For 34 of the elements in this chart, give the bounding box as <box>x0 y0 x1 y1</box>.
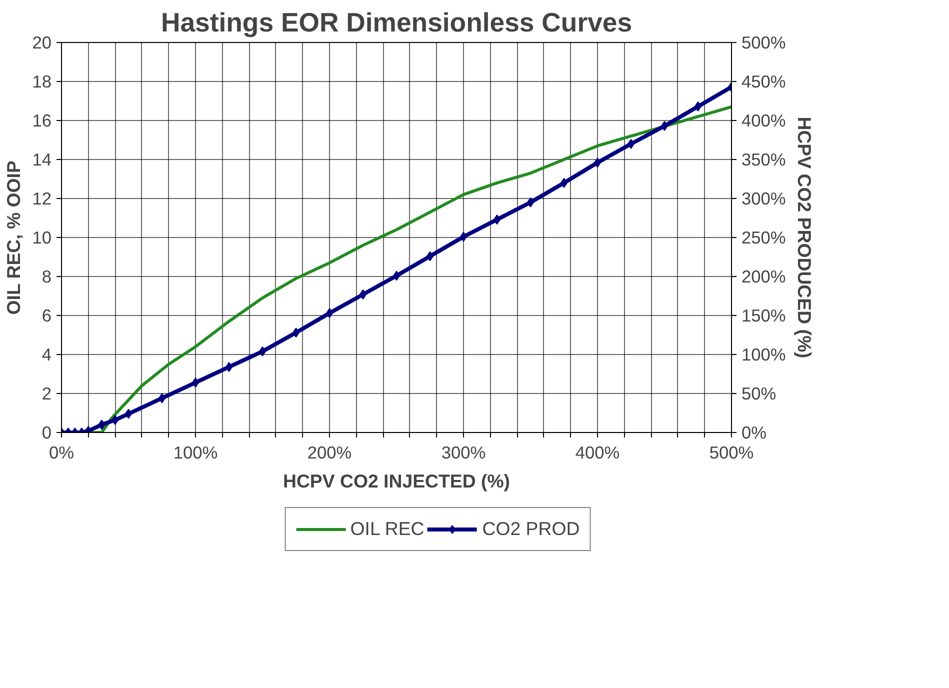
x-tick-label: 100% <box>173 442 218 462</box>
y2-tick-label: 400% <box>742 110 786 130</box>
y-tick-label: 0 <box>42 422 52 442</box>
y2-tick-label: 100% <box>742 344 786 364</box>
y2-tick-label: 500% <box>742 32 786 52</box>
x-axis-title: HCPV CO2 INJECTED (%) <box>282 470 510 492</box>
legend-label: OIL REC <box>350 518 424 540</box>
y2-tick-label: 150% <box>742 306 786 326</box>
y2-tick-label: 50% <box>742 384 776 404</box>
y-tick-label: 4 <box>42 344 52 364</box>
x-tick-label: 0% <box>48 442 74 462</box>
y-tick-label: 6 <box>42 306 52 326</box>
y-tick-label: 12 <box>32 188 52 208</box>
y-tick-label: 20 <box>32 32 52 52</box>
y2-tick-label: 0% <box>742 422 767 442</box>
legend-label: CO2 PROD <box>482 518 580 540</box>
y-tick-label: 18 <box>32 72 52 92</box>
x-tick-label: 300% <box>441 442 486 462</box>
y-tick-label: 10 <box>32 228 52 248</box>
y2-tick-label: 250% <box>742 228 786 248</box>
chart-title: Hastings EOR Dimensionless Curves <box>160 8 632 38</box>
y2-tick-label: 350% <box>742 150 786 170</box>
y-axis-title: OIL REC, % OOIP <box>3 160 24 315</box>
y-tick-label: 16 <box>32 110 52 130</box>
y2-tick-label: 200% <box>742 266 786 286</box>
x-tick-label: 500% <box>709 442 754 462</box>
y2-tick-label: 450% <box>742 72 786 92</box>
y2-axis-title: HCPV CO2 PRODUCED (%) <box>794 116 815 358</box>
x-tick-label: 200% <box>307 442 352 462</box>
y-tick-label: 2 <box>42 384 52 404</box>
y-tick-label: 8 <box>42 266 52 286</box>
y-tick-label: 14 <box>32 150 52 170</box>
y2-tick-label: 300% <box>742 188 786 208</box>
x-tick-label: 400% <box>575 442 620 462</box>
